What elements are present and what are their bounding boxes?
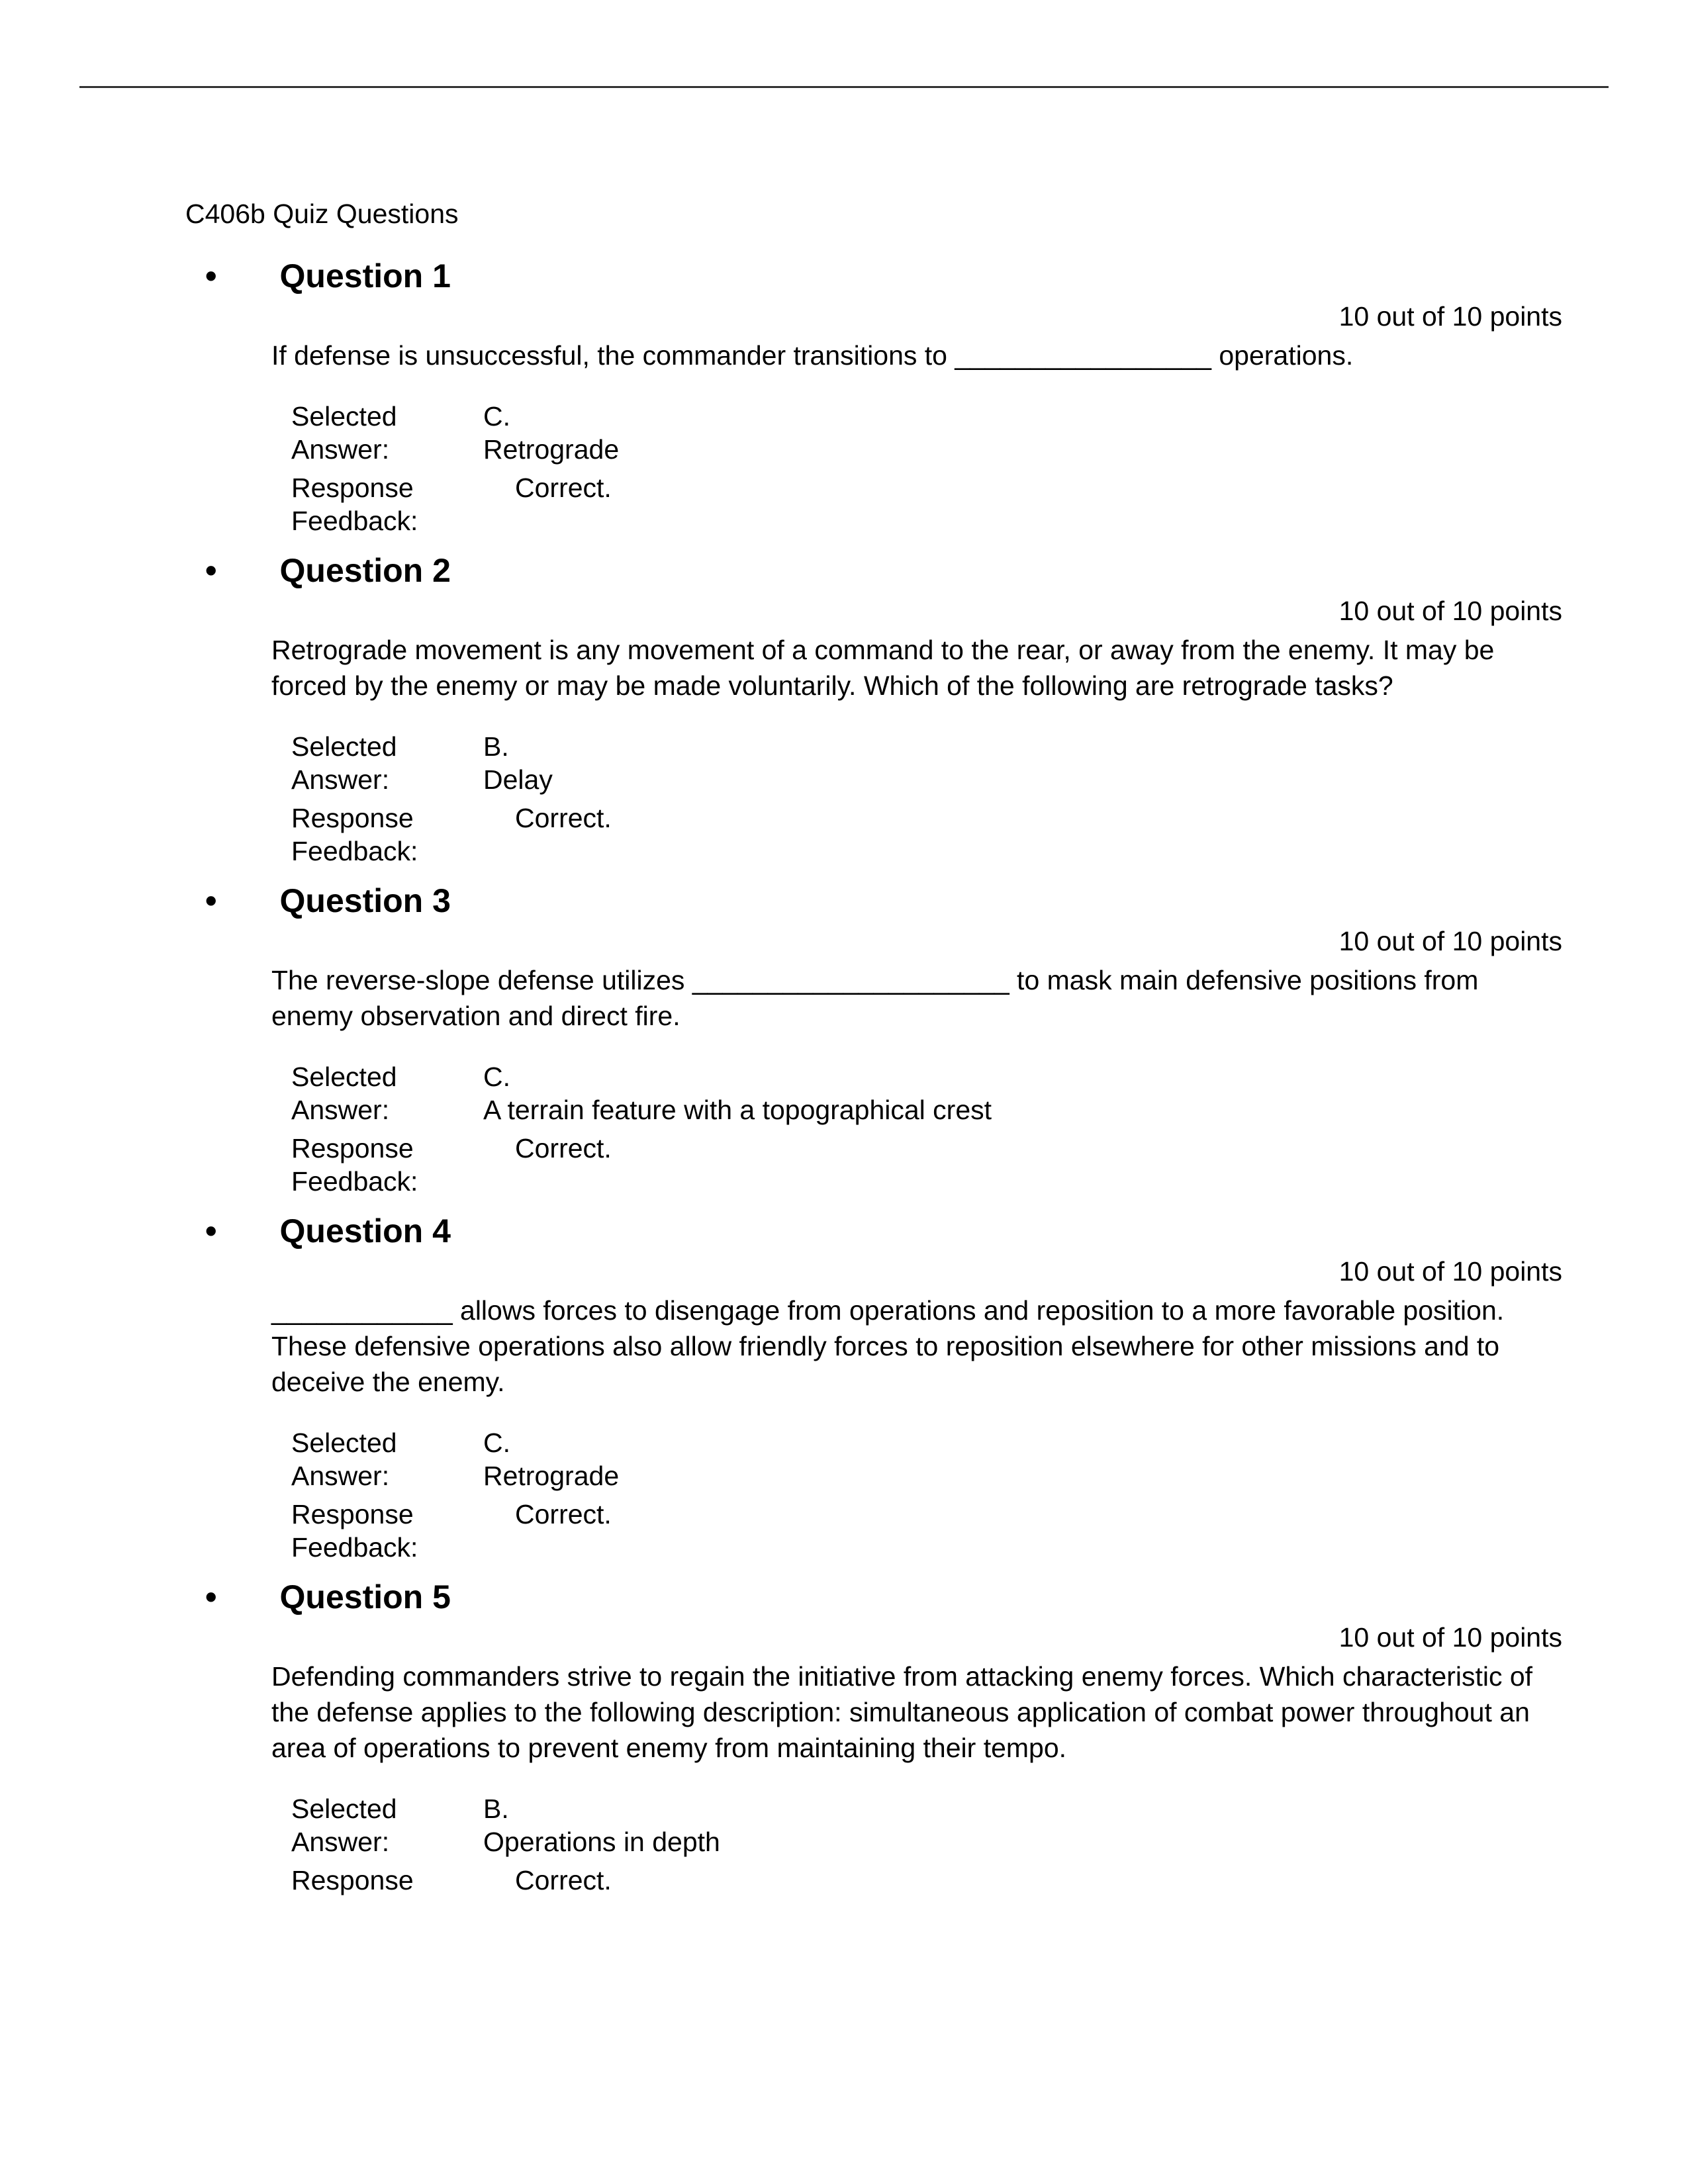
selected-answer-row: SelectedAnswer:B.Operations in depth xyxy=(291,1792,1562,1858)
answer-text: Retrograde xyxy=(483,433,619,466)
question-title: Question 1 xyxy=(280,256,451,296)
response-feedback-row: ResponseFeedback:Correct. xyxy=(291,471,1562,537)
feedback-value: Correct. xyxy=(483,471,612,504)
selected-answer-row: SelectedAnswer:B.Delay xyxy=(291,730,1562,796)
top-rule xyxy=(79,86,1609,88)
questions-container: • Question 1 10 out of 10 points If defense… xyxy=(185,256,1562,1897)
feedback-value: Correct. xyxy=(483,1498,612,1531)
answer-text: Retrograde xyxy=(483,1459,619,1492)
selected-answer-label: SelectedAnswer: xyxy=(291,1792,483,1858)
answer-table: SelectedAnswer:B.Operations in depthResp… xyxy=(291,1792,1562,1897)
answer-letter: C. xyxy=(483,1060,992,1093)
answer-table: SelectedAnswer:C.A terrain feature with … xyxy=(291,1060,1562,1198)
selected-answer-label: SelectedAnswer: xyxy=(291,730,483,796)
answer-letter: C. xyxy=(483,400,619,433)
question-text: Defending commanders strive to regain th… xyxy=(271,1659,1562,1766)
answer-value-column: C.Retrograde xyxy=(483,400,619,466)
response-feedback-label: ResponseFeedback: xyxy=(291,1132,483,1198)
quiz-title: C406b Quiz Questions xyxy=(185,199,1562,230)
question-text: ____________ allows forces to disengage … xyxy=(271,1293,1562,1400)
selected-answer-label: SelectedAnswer: xyxy=(291,1426,483,1492)
question-block: • Question 4 10 out of 10 points __________… xyxy=(185,1211,1562,1564)
answer-text: Delay xyxy=(483,763,553,796)
answer-text: Operations in depth xyxy=(483,1825,720,1858)
selected-answer-row: SelectedAnswer:C.Retrograde xyxy=(291,400,1562,466)
response-feedback-label: Response xyxy=(291,1864,483,1897)
points-line: 10 out of 10 points xyxy=(185,926,1562,957)
question-header: • Question 3 xyxy=(185,881,1562,921)
response-feedback-label: ResponseFeedback: xyxy=(291,801,483,868)
answer-text: A terrain feature with a topographical c… xyxy=(483,1093,992,1126)
answer-value-column: C.Retrograde xyxy=(483,1426,619,1492)
response-feedback-label: ResponseFeedback: xyxy=(291,1498,483,1564)
question-block: • Question 5 10 out of 10 points Defending … xyxy=(185,1577,1562,1897)
feedback-value: Correct. xyxy=(483,801,612,835)
question-title: Question 4 xyxy=(280,1211,451,1251)
answer-table: SelectedAnswer:C.RetrogradeResponseFeedb… xyxy=(291,1426,1562,1564)
answer-letter: B. xyxy=(483,1792,720,1825)
response-feedback-row: ResponseCorrect. xyxy=(291,1864,1562,1897)
question-header: • Question 4 xyxy=(185,1211,1562,1251)
question-header: • Question 1 xyxy=(185,256,1562,296)
question-block: • Question 2 10 out of 10 points Retrograde… xyxy=(185,551,1562,868)
selected-answer-row: SelectedAnswer:C.Retrograde xyxy=(291,1426,1562,1492)
question-header: • Question 5 xyxy=(185,1577,1562,1617)
answer-table: SelectedAnswer:B.DelayResponseFeedback:C… xyxy=(291,730,1562,868)
points-line: 10 out of 10 points xyxy=(185,1622,1562,1653)
feedback-value: Correct. xyxy=(483,1864,612,1897)
content-area: C406b Quiz Questions • Question 1 10 out o… xyxy=(185,199,1562,1910)
question-title: Question 5 xyxy=(280,1577,451,1617)
points-line: 10 out of 10 points xyxy=(185,301,1562,332)
bullet-icon: • xyxy=(205,551,217,590)
selected-answer-label: SelectedAnswer: xyxy=(291,1060,483,1126)
question-title: Question 2 xyxy=(280,551,451,590)
answer-value-column: B.Delay xyxy=(483,730,553,796)
answer-value-column: C.A terrain feature with a topographical… xyxy=(483,1060,992,1126)
points-line: 10 out of 10 points xyxy=(185,1256,1562,1287)
question-block: • Question 3 10 out of 10 points The revers… xyxy=(185,881,1562,1198)
bullet-icon: • xyxy=(205,1577,217,1617)
response-feedback-label: ResponseFeedback: xyxy=(291,471,483,537)
answer-table: SelectedAnswer:C.RetrogradeResponseFeedb… xyxy=(291,400,1562,537)
response-feedback-row: ResponseFeedback:Correct. xyxy=(291,801,1562,868)
answer-letter: B. xyxy=(483,730,553,763)
bullet-icon: • xyxy=(205,1211,217,1251)
question-header: • Question 2 xyxy=(185,551,1562,590)
question-text: The reverse-slope defense utilizes _____… xyxy=(271,962,1562,1034)
bullet-icon: • xyxy=(205,881,217,921)
bullet-icon: • xyxy=(205,256,217,296)
question-title: Question 3 xyxy=(280,881,451,921)
answer-value-column: B.Operations in depth xyxy=(483,1792,720,1858)
question-block: • Question 1 10 out of 10 points If defense… xyxy=(185,256,1562,537)
points-line: 10 out of 10 points xyxy=(185,596,1562,627)
response-feedback-row: ResponseFeedback:Correct. xyxy=(291,1498,1562,1564)
selected-answer-label: SelectedAnswer: xyxy=(291,400,483,466)
answer-letter: C. xyxy=(483,1426,619,1459)
feedback-value: Correct. xyxy=(483,1132,612,1165)
question-text: If defense is unsuccessful, the commande… xyxy=(271,338,1562,373)
question-text: Retrograde movement is any movement of a… xyxy=(271,632,1562,704)
selected-answer-row: SelectedAnswer:C.A terrain feature with … xyxy=(291,1060,1562,1126)
response-feedback-row: ResponseFeedback:Correct. xyxy=(291,1132,1562,1198)
